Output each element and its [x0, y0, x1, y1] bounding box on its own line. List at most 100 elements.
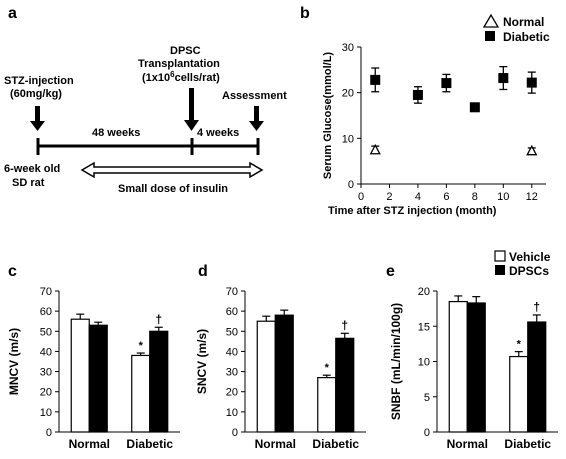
panel-label-d: d [198, 263, 208, 280]
data-point-normal [526, 144, 538, 156]
glucose-x-axis-label: Time after STZ injection (month) [328, 205, 497, 217]
insulin-label: Small dose of insulin [118, 183, 228, 195]
chart-d-category-label: Normal [255, 437, 296, 451]
chart-c-y-tick-label: 60 [40, 306, 52, 318]
data-point-diabetic [469, 102, 480, 113]
legend-dpscs-swatch [495, 265, 505, 275]
glucose-chart: 0 10 20 30 0 2 4 6 8 10 12 Serum Glucose(mmol/L) T… [322, 13, 550, 217]
glucose-x-tick-label: 12 [526, 191, 538, 203]
significance-marker: * [139, 340, 144, 352]
chart-c-y-axis-label: MNCV (m/s) [7, 328, 21, 395]
chart-c-y-tick-label: 30 [40, 367, 52, 379]
chart-d-y-tick-label: 40 [226, 346, 238, 358]
chart-e-y-tick-label: 0 [424, 427, 430, 439]
bar-vehicle-diabetic [509, 355, 529, 433]
chart-e-category-label: Diabetic [504, 437, 551, 451]
panel-label-c: c [8, 263, 17, 280]
weeks-4-label: 4 weeks [197, 127, 239, 139]
chart-c-y-tick-label: 70 [40, 286, 52, 298]
glucose-y-axis-label: Serum Glucose(mmol/L) [322, 52, 334, 179]
legend-normal-marker [482, 13, 500, 28]
legend-vehicle-label: Vehicle [509, 250, 551, 264]
bar-dpscs-normal [88, 324, 108, 433]
chart-e-y-tick-label: 20 [418, 286, 430, 298]
glucose-x-tick-label: 2 [386, 191, 392, 203]
glucose-legend: Normal Diabetic [482, 13, 550, 44]
bar-legend: Vehicle DPSCs [494, 250, 551, 278]
dpsc-arrow [184, 88, 199, 131]
chart-d-category-label: Diabetic [312, 437, 359, 451]
dpsc-label-line1: DPSC [170, 45, 201, 57]
chart-d-y-tick-label: 10 [226, 407, 238, 419]
chart-c-y-tick-label: 0 [46, 427, 52, 439]
chart-c-y-tick-label: 20 [40, 387, 52, 399]
timeline-diagram: STZ-injection (60mg/kg) DPSC Transplanta… [4, 45, 287, 195]
bar-dpscs-diabetic [149, 330, 169, 433]
significance-marker: † [533, 300, 540, 314]
bar-vehicle-diabetic [317, 377, 337, 433]
chart-e-y-tick-label: 5 [424, 392, 430, 404]
rat-label-line1: 6-week old [4, 163, 60, 175]
chart-d-y-tick-label: 20 [226, 387, 238, 399]
chart-e-y-axis-label: SNBF (mL/min/100g) [389, 303, 403, 420]
glucose-y-tick-label: 10 [342, 133, 354, 145]
glucose-y-tick-label: 30 [342, 42, 354, 54]
bar-vehicle-normal [448, 300, 468, 433]
chart-d-y-tick-label: 60 [226, 306, 238, 318]
glucose-x-tick-label: 4 [415, 191, 421, 203]
data-point-diabetic [526, 77, 537, 88]
chart-c-category-label: Normal [69, 437, 110, 451]
insulin-arrow [80, 161, 264, 179]
bar-dpscs-diabetic [527, 321, 547, 433]
panel-label-e: e [386, 263, 395, 280]
legend-normal-label: Normal [503, 15, 544, 29]
panel-label-a: a [8, 5, 17, 22]
chart-e-category-label: Normal [447, 437, 488, 451]
chart-c-y-tick-label: 10 [40, 407, 52, 419]
bar-dpscs-normal [466, 302, 486, 433]
bar-vehicle-diabetic [131, 354, 151, 433]
assessment-arrow [249, 106, 264, 131]
significance-marker: * [325, 362, 330, 374]
data-point-diabetic [441, 78, 452, 89]
chart-d-y-tick-label: 50 [226, 326, 238, 338]
bar-vehicle-normal [256, 320, 276, 433]
bar-dpscs-normal [274, 314, 294, 433]
assessment-label: Assessment [222, 90, 287, 102]
stz-label-line1: STZ-injection [4, 75, 74, 87]
bar-dpscs-diabetic [335, 337, 355, 433]
significance-marker: † [341, 318, 348, 332]
data-point-diabetic [498, 73, 509, 84]
glucose-x-tick-label: 8 [472, 191, 478, 203]
data-point-normal [369, 143, 381, 155]
legend-vehicle-swatch [494, 250, 506, 262]
rat-label-line2: SD rat [12, 177, 45, 189]
chart-c-y-tick-label: 40 [40, 346, 52, 358]
stz-label-line2: (60mg/kg) [10, 88, 62, 100]
bar-vehicle-normal [70, 318, 90, 433]
dpsc-label-line3: (1x106cells/rat) [142, 70, 220, 84]
weeks-48-label: 48 weeks [92, 127, 140, 139]
glucose-x-tick-label: 6 [443, 191, 449, 203]
mncv-chart: 0 10 20 30 40 50 60 70 MNCV (m/s) Normal Diabetic *… [7, 286, 180, 451]
chart-c-y-tick-label: 50 [40, 326, 52, 338]
legend-diabetic-marker [485, 31, 495, 41]
legend-dpscs-label: DPSCs [509, 264, 549, 278]
significance-marker: * [517, 339, 522, 351]
legend-diabetic-label: Diabetic [503, 30, 550, 44]
glucose-x-tick-label: 10 [497, 191, 509, 203]
chart-d-y-axis-label: SNCV (m/s) [195, 329, 209, 394]
panel-label-b: b [300, 5, 310, 22]
glucose-y-tick-label: 20 [342, 88, 354, 100]
chart-e-y-tick-label: 10 [418, 357, 430, 369]
chart-e-y-tick-label: 15 [418, 321, 430, 333]
sncv-chart: 0 10 20 30 40 50 60 70 SNCV (m/s) Normal Diabetic *… [195, 286, 366, 451]
data-point-diabetic [412, 89, 423, 100]
chart-d-y-tick-label: 70 [226, 286, 238, 298]
stz-arrow [30, 106, 45, 131]
significance-marker: † [155, 312, 162, 326]
chart-d-y-tick-label: 30 [226, 367, 238, 379]
glucose-x-tick-label: 0 [358, 191, 364, 203]
glucose-y-tick-label: 0 [348, 179, 354, 191]
